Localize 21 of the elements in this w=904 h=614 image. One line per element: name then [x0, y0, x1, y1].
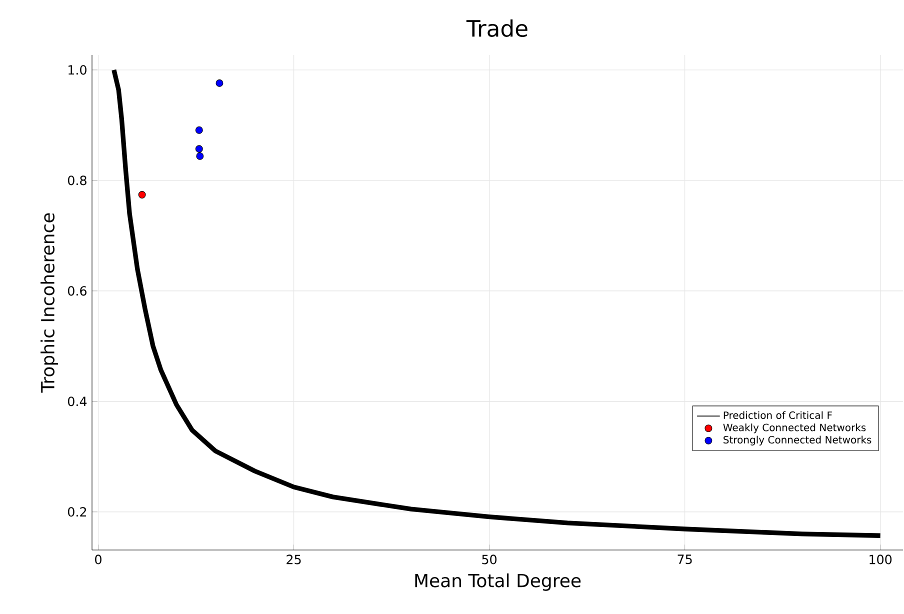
- y-tick-label: 0.8: [68, 176, 86, 186]
- y-tick-label: 0.2: [68, 507, 86, 517]
- point: [195, 126, 203, 134]
- x-tick-label: 100: [870, 554, 892, 564]
- y-tick-label: 0.4: [68, 396, 87, 406]
- point: [138, 191, 146, 198]
- point: [195, 145, 203, 153]
- y-tick-label: 1.0: [68, 65, 86, 75]
- point: [196, 152, 204, 160]
- x-tick-label: 0: [95, 554, 102, 564]
- legend-label: Strongly Connected Networks: [724, 436, 872, 446]
- legend-label: Weakly Connected Networks: [723, 424, 866, 434]
- x-tick-label: 75: [678, 554, 692, 564]
- y-tick-label: 0.6: [68, 286, 86, 296]
- x-tick-label: 50: [482, 554, 496, 564]
- legend-label: Prediction of Critical F: [724, 411, 832, 420]
- y-axis-title: Trophic Incoherence: [40, 213, 58, 393]
- chart-title: Trade: [466, 19, 528, 37]
- x-tick-label: 25: [286, 554, 301, 564]
- point: [216, 79, 224, 87]
- x-axis-title: Mean Total Degree: [415, 573, 581, 591]
